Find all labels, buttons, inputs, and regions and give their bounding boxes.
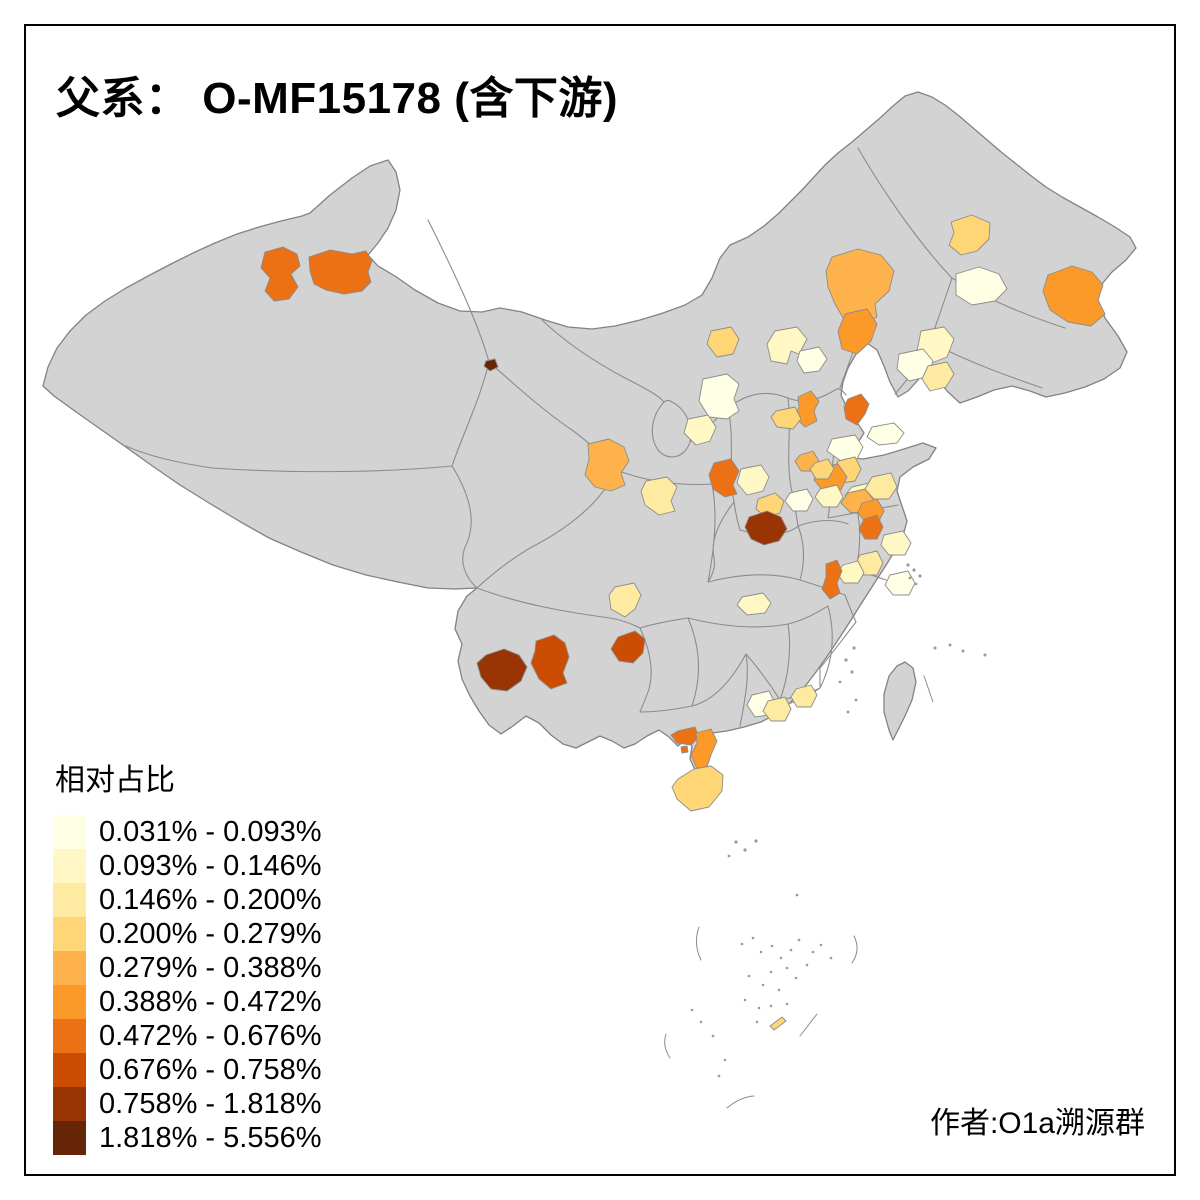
island-specks [664, 563, 987, 1109]
china-mainland [42, 91, 1137, 773]
map-region [708, 458, 740, 498]
map-region [736, 464, 770, 496]
map-region [770, 406, 802, 430]
island-dots [690, 563, 987, 1078]
legend-row: 0.146% - 0.200% [53, 883, 321, 917]
map-region [680, 745, 689, 754]
map-region [608, 582, 642, 618]
map-region [483, 358, 499, 372]
map-region [866, 422, 905, 446]
legend-label: 0.388% - 0.472% [99, 985, 322, 1018]
legend-rows: 0.031% - 0.093% 0.093% - 0.146% 0.146% - 0… [53, 815, 321, 1155]
map-regions [260, 214, 1106, 1031]
map-region [837, 308, 878, 355]
legend-swatch [53, 1053, 86, 1087]
legend-row: 0.200% - 0.279% [53, 917, 321, 951]
map-region [670, 726, 700, 746]
map-region [476, 648, 528, 692]
legend-row: 0.758% - 1.818% [53, 1087, 321, 1121]
legend-label: 0.758% - 1.818% [99, 1087, 322, 1120]
legend-row: 0.279% - 0.388% [53, 951, 321, 985]
legend: 相对占比 0.031% - 0.093% 0.093% - 0.146% 0.146… [53, 755, 321, 1155]
attribution: 作者:O1a溯源群 [929, 1107, 1145, 1140]
legend-label: 0.279% - 0.388% [99, 951, 322, 984]
map-region [308, 249, 373, 295]
map-region [755, 492, 785, 518]
map-region [584, 438, 630, 492]
map-region [955, 266, 1008, 306]
map-region [706, 326, 740, 358]
map-region [948, 214, 991, 256]
map-title: 父系： O-MF15178 (含下游) [56, 74, 619, 123]
legend-swatch [53, 917, 86, 951]
legend-label: 1.818% - 5.556% [99, 1121, 322, 1154]
island-arc [664, 675, 934, 1109]
map-region [814, 484, 844, 508]
legend-swatch [53, 985, 86, 1019]
legend-label: 0.031% - 0.093% [99, 815, 322, 848]
legend-title: 相对占比 [55, 764, 175, 797]
legend-swatch [53, 951, 86, 985]
taiwan-island [883, 661, 917, 741]
legend-label: 0.093% - 0.146% [99, 849, 322, 882]
legend-swatch [53, 815, 86, 849]
legend-label: 0.146% - 0.200% [99, 883, 322, 916]
legend-label: 0.200% - 0.279% [99, 917, 322, 950]
legend-label: 0.472% - 0.676% [99, 1019, 322, 1052]
legend-swatch [53, 883, 86, 917]
map-region [610, 630, 646, 664]
map-region [671, 765, 724, 812]
map-region [1042, 265, 1106, 327]
map-region [825, 248, 895, 328]
legend-swatch [53, 1019, 86, 1053]
map-region [884, 570, 916, 596]
legend-row: 0.031% - 0.093% [53, 815, 321, 849]
legend-swatch [53, 1121, 86, 1155]
map-region [640, 476, 678, 516]
map-region [683, 414, 717, 446]
map-region [826, 434, 864, 462]
map-region [843, 393, 870, 426]
map-region [784, 488, 814, 512]
map-region [530, 634, 570, 690]
legend-row: 0.388% - 0.472% [53, 985, 321, 1019]
map-region [796, 346, 828, 374]
map-region [260, 246, 301, 302]
map-region [821, 559, 843, 600]
legend-swatch [53, 849, 86, 883]
legend-swatch [53, 1087, 86, 1121]
map-region [880, 530, 912, 556]
map-region [698, 373, 740, 420]
map-region [921, 361, 955, 392]
map-region [769, 1016, 787, 1031]
legend-label: 0.676% - 0.758% [99, 1053, 322, 1086]
map-region [744, 510, 788, 546]
map-region [809, 458, 835, 480]
legend-row: 1.818% - 5.556% [53, 1121, 321, 1155]
legend-row: 0.676% - 0.758% [53, 1053, 321, 1087]
map-region [762, 696, 792, 722]
legend-row: 0.472% - 0.676% [53, 1019, 321, 1053]
map-region [790, 684, 818, 708]
legend-row: 0.093% - 0.146% [53, 849, 321, 883]
map-region [858, 514, 884, 540]
map-region [736, 592, 772, 616]
map-region [766, 326, 808, 365]
